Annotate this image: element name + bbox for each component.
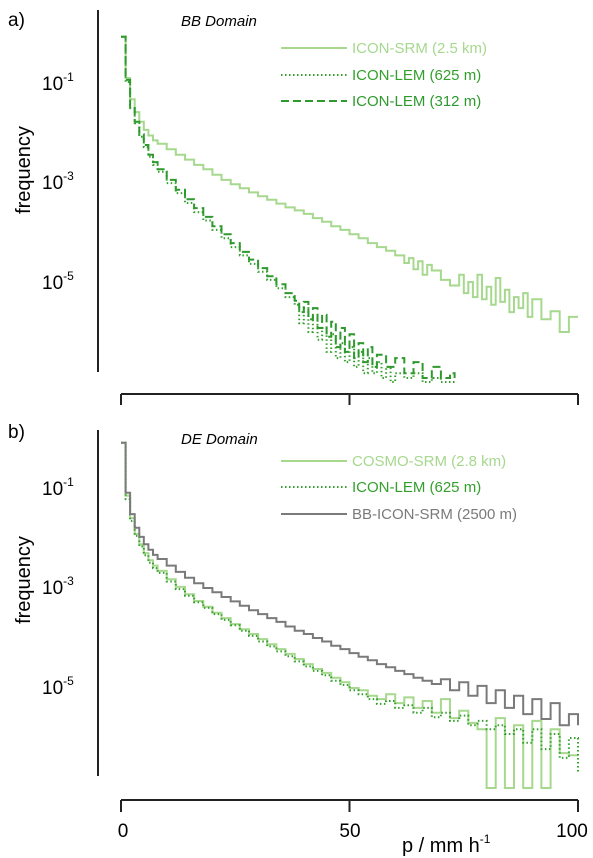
legend-label-icon-lem-625-b: ICON-LEM (625 m) [352,479,481,496]
x-axis-label-b: p / mm h-1 [402,832,491,857]
legend-b: COSMO-SRM (2.8 km) ICON-LEM (625 m) BB-I… [281,453,517,523]
series-group-b [121,441,579,789]
legend-label-bb-icon-srm: BB-ICON-SRM (2500 m) [352,506,517,523]
y-tick-a-1: 10-3 [42,169,74,194]
y-axis-label-a: frequency [13,126,35,214]
series-line-b-0 [121,441,578,789]
y-axis-label-b: frequency [13,536,35,624]
y-tick-b-2: 10-5 [42,674,74,699]
y-tick-label-b-2: 10-5 [42,674,74,699]
legend-label-icon-lem-312: ICON-LEM (312 m) [352,93,481,110]
y-tick-label-b-0: 10-1 [42,475,74,500]
series-line-a-0 [121,35,578,333]
x-tick-label-b-100: 100 [556,821,588,842]
panel-a: a) BB Domain frequency 10-1 10-3 10-5 IC… [8,10,579,405]
domain-annotation-b: DE Domain [181,431,258,448]
domain-annotation-a: BB Domain [181,13,257,30]
y-ticks-a: 10-1 10-3 10-5 [42,70,74,294]
series-line-a-2 [121,35,456,379]
x-axis-b: 0 50 100 p / mm h-1 [118,799,588,857]
legend-label-icon-srm: ICON-SRM (2.5 km) [352,40,487,57]
y-tick-label-a-0: 10-1 [42,70,74,95]
panel-b: b) DE Domain frequency 10-1 10-3 10-5 CO… [8,422,588,857]
y-tick-label-a-1: 10-3 [42,169,74,194]
y-tick-a-2: 10-5 [42,269,74,294]
y-tick-b-1: 10-3 [42,574,74,599]
y-tick-b-0: 10-1 [42,475,74,500]
y-tick-label-b-1: 10-3 [42,574,74,599]
panel-label-a: a) [8,10,25,31]
series-line-a-1 [121,35,455,383]
series-line-b-1 [121,441,579,773]
y-tick-a-0: 10-1 [42,70,74,95]
x-tick-label-b-50: 50 [339,821,360,842]
x-axis-a [120,393,579,405]
legend-a: ICON-SRM (2.5 km) ICON-LEM (625 m) ICON-… [281,40,487,110]
x-tick-label-b-0: 0 [118,821,129,842]
legend-label-icon-lem-625: ICON-LEM (625 m) [352,67,481,84]
y-ticks-b: 10-1 10-3 10-5 [42,475,74,699]
series-group-a [121,35,578,383]
panel-label-b: b) [8,422,25,443]
y-tick-label-a-2: 10-5 [42,269,74,294]
series-line-b-2 [121,441,579,727]
legend-label-cosmo-srm: COSMO-SRM (2.8 km) [352,453,506,470]
